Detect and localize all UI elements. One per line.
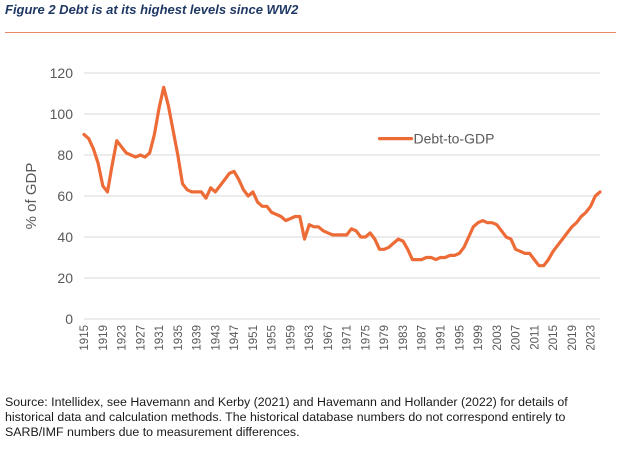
legend-label: Debt-to-GDP — [414, 131, 495, 147]
figure-title: Figure 2 Debt is at its highest levels s… — [5, 2, 299, 17]
y-tick-labels: 0 20 40 60 80 100 120 — [50, 65, 74, 327]
x-tick-label: 1959 — [285, 325, 297, 351]
x-tick-label: 1979 — [379, 325, 391, 351]
x-tick-label: 2015 — [548, 325, 560, 351]
x-tick-label: 2007 — [511, 325, 523, 351]
x-tick-label: 1963 — [304, 325, 316, 351]
y-tick-label: 120 — [50, 65, 74, 81]
x-tick-label: 1967 — [323, 325, 335, 351]
gridlines — [84, 72, 600, 320]
x-tick-label: 2019 — [567, 325, 579, 351]
x-tick-label: 1931 — [154, 325, 166, 351]
debt-to-gdp-chart: 0 20 40 60 80 100 120 1915 1919 1923 1927 1931 1935… — [23, 65, 602, 351]
y-tick-label: 80 — [57, 147, 73, 163]
x-tick-label: 1971 — [342, 325, 354, 351]
x-tick-label: 1935 — [173, 325, 185, 351]
legend: Debt-to-GDP — [377, 131, 495, 147]
x-tick-label: 1927 — [135, 325, 147, 351]
series-lines — [82, 85, 602, 268]
y-tick-label: 100 — [50, 106, 74, 122]
x-tick-label: 1999 — [473, 325, 485, 351]
x-tick-label: 1923 — [117, 325, 129, 351]
x-tick-label: 1991 — [436, 325, 448, 351]
y-tick-label: 40 — [57, 229, 73, 245]
x-tick-label: 1995 — [454, 325, 466, 351]
y-tick-label: 20 — [57, 270, 73, 286]
title-divider — [5, 32, 616, 33]
x-tick-label: 2003 — [492, 325, 504, 351]
y-tick-label: 0 — [65, 311, 73, 327]
x-tick-label: 1939 — [192, 325, 204, 351]
x-tick-labels: 1915 1919 1923 1927 1931 1935 1939 1943 1947 1951… — [79, 325, 598, 351]
y-tick-label: 60 — [57, 188, 73, 204]
x-tick-label: 2023 — [586, 325, 598, 351]
series-line-0 — [82, 85, 602, 268]
y-axis-label: % of GDP — [23, 163, 40, 230]
x-tick-label: 1983 — [398, 325, 410, 351]
x-tick-label: 1915 — [79, 325, 91, 351]
x-tick-label: 1919 — [98, 325, 110, 351]
x-tick-label: 1975 — [360, 325, 372, 351]
chart-container: 0 20 40 60 80 100 120 1915 1919 1923 1927 1931 1935… — [0, 40, 621, 385]
x-tick-label: 1987 — [417, 325, 429, 351]
x-tick-label: 1951 — [248, 325, 260, 351]
source-note: Source: Intellidex, see Havemann and Ker… — [5, 395, 568, 439]
x-tick-label: 1955 — [267, 325, 279, 351]
x-tick-label: 2011 — [529, 325, 541, 350]
x-tick-label: 1943 — [210, 325, 222, 351]
x-tick-label: 1947 — [229, 325, 241, 351]
